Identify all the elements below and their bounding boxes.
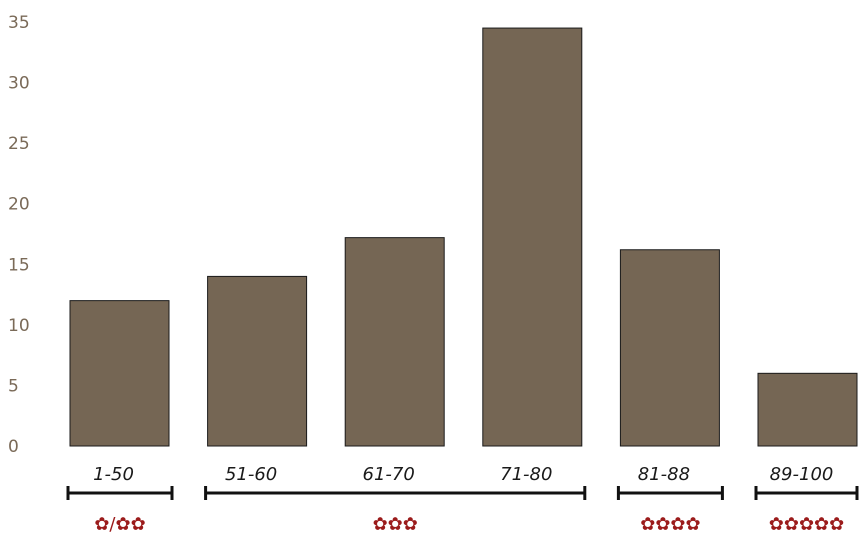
x-tick-label: 81-88 xyxy=(638,464,690,485)
rating-label: ✿✿✿✿✿ xyxy=(769,514,844,535)
y-tick-label: 35 xyxy=(8,13,30,33)
x-axis: 1-50 51-60 61-70 71-80 81-88 89-100 xyxy=(93,464,833,485)
y-tick-label: 5 xyxy=(8,376,19,396)
bar-71-80 xyxy=(482,27,583,447)
y-tick-label: 10 xyxy=(8,316,30,336)
x-tick-label: 1-50 xyxy=(93,464,134,485)
rating-label: ✿✿✿ xyxy=(373,514,418,535)
rating-bracket xyxy=(66,486,174,500)
x-tick-label: 71-80 xyxy=(500,464,552,485)
bar-89-100 xyxy=(757,372,858,447)
bar-61-70 xyxy=(344,237,445,447)
rating-bracket xyxy=(616,486,724,500)
rating-group: ✿/✿✿ xyxy=(66,486,174,535)
rating-group: ✿✿✿✿ xyxy=(616,486,724,535)
rating-label: ✿✿✿✿ xyxy=(640,514,700,535)
y-tick-label: 15 xyxy=(8,255,30,275)
y-tick-label: 0 xyxy=(8,437,19,457)
x-tick-label: 51-60 xyxy=(225,464,277,485)
bars xyxy=(69,27,858,447)
rating-bracket xyxy=(754,486,859,500)
rating-groups: ✿/✿✿ ✿✿✿ ✿✿✿✿ ✿✿✿✿✿ xyxy=(66,486,859,535)
rating-group: ✿✿✿✿✿ xyxy=(754,486,859,535)
rating-bracket xyxy=(204,486,587,500)
bar-51-60 xyxy=(207,275,308,447)
y-tick-label: 20 xyxy=(8,195,30,215)
bar-81-88 xyxy=(619,249,720,447)
y-axis: 0 5 10 15 20 25 30 35 xyxy=(8,13,30,457)
rating-group: ✿✿✿ xyxy=(204,486,587,535)
x-tick-label: 89-100 xyxy=(770,464,834,485)
rating-label: ✿/✿✿ xyxy=(94,514,145,535)
bar-1-50 xyxy=(69,300,170,447)
y-tick-label: 25 xyxy=(8,134,30,154)
y-tick-label: 30 xyxy=(8,74,30,94)
x-tick-label: 61-70 xyxy=(363,464,415,485)
